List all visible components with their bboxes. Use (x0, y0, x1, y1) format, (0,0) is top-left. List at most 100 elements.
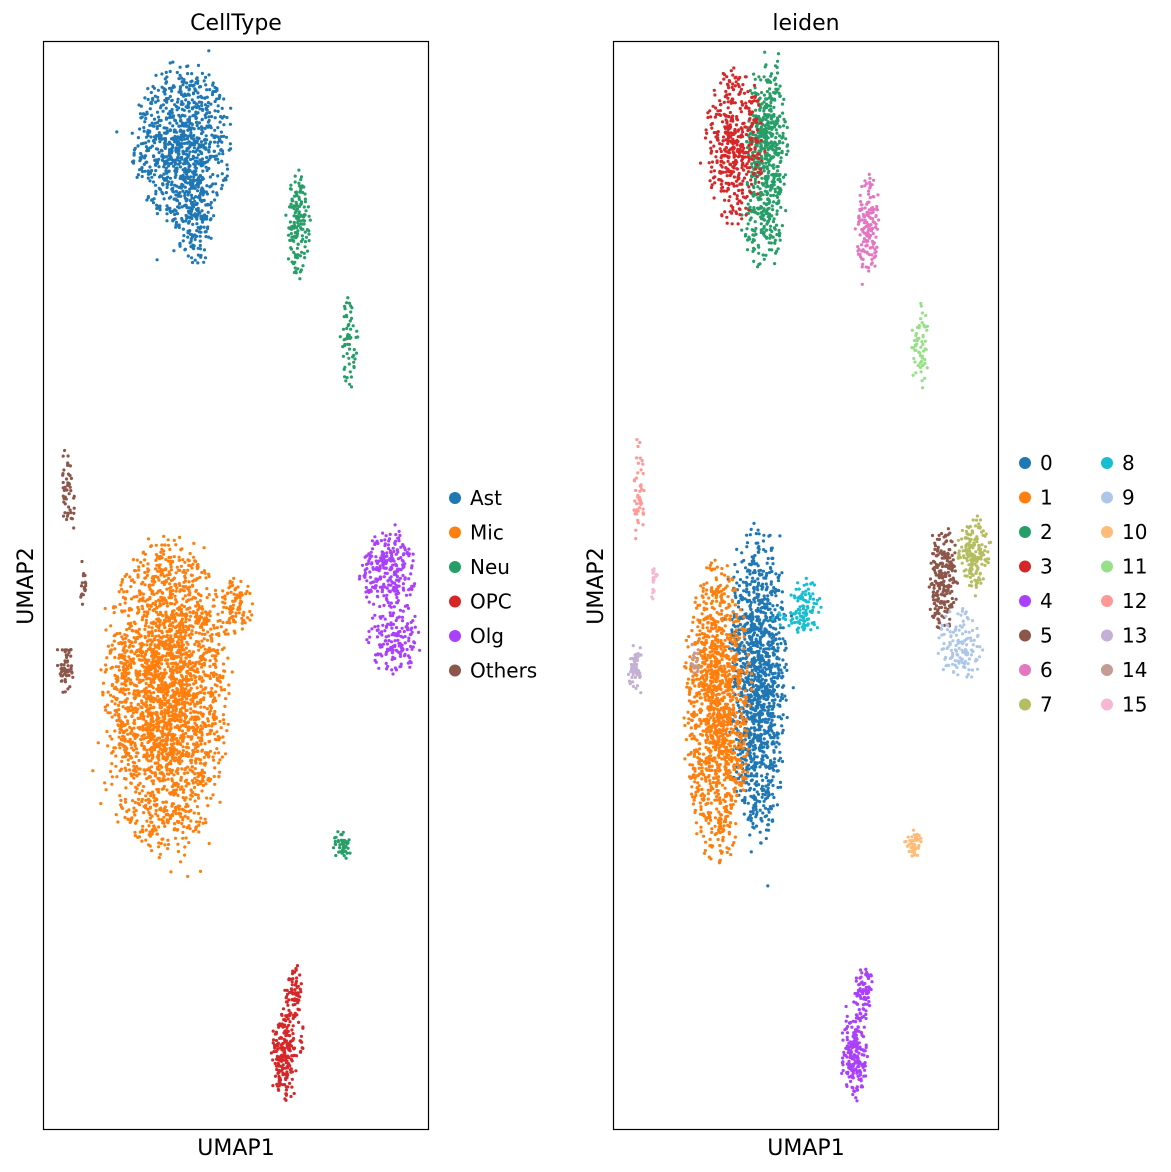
data-point (125, 589, 129, 594)
data-point (284, 1088, 288, 1092)
data-point (303, 245, 307, 249)
data-point (165, 768, 169, 772)
data-point (143, 652, 148, 656)
data-point (160, 699, 164, 703)
data-point (131, 629, 135, 633)
data-point (418, 648, 422, 652)
data-point (340, 833, 344, 837)
data-point (159, 656, 163, 660)
data-point (223, 597, 227, 601)
legend-label: Mic (470, 521, 504, 545)
data-point (165, 185, 169, 190)
data-point (177, 555, 181, 559)
data-point (220, 183, 224, 187)
data-point (70, 671, 74, 675)
data-point (190, 98, 194, 102)
data-point (211, 623, 216, 627)
data-point (374, 660, 378, 664)
data-point (168, 582, 172, 586)
data-point (65, 517, 69, 522)
data-point (145, 677, 149, 681)
data-point (170, 661, 174, 666)
data-point (194, 89, 198, 93)
data-point (139, 142, 143, 146)
data-point (212, 626, 216, 630)
data-point (130, 714, 134, 718)
data-point (188, 241, 192, 245)
data-point (373, 613, 377, 617)
data-point (120, 672, 124, 676)
data-point (173, 594, 177, 598)
data-point (222, 688, 227, 692)
data-point (184, 687, 188, 691)
data-point (146, 714, 150, 718)
data-point (184, 624, 188, 629)
data-point (119, 767, 123, 771)
data-point (199, 191, 203, 195)
data-point (199, 742, 203, 746)
data-point (132, 772, 136, 777)
data-point (143, 583, 147, 587)
data-point (202, 691, 206, 695)
data-point (219, 726, 223, 730)
data-point (403, 546, 407, 550)
data-point (354, 335, 358, 339)
data-point (147, 607, 152, 611)
data-point (213, 657, 217, 661)
data-point (280, 1048, 284, 1052)
data-point (401, 559, 405, 563)
data-point (193, 675, 197, 680)
data-point (241, 613, 245, 617)
data-point (185, 600, 189, 604)
data-point (152, 691, 156, 695)
data-point (65, 488, 69, 492)
data-point (55, 648, 60, 652)
data-point (146, 689, 150, 694)
legend-item: Mic (449, 521, 504, 545)
data-point (160, 149, 164, 153)
data-point (408, 593, 412, 597)
data-point (207, 593, 211, 597)
data-point (167, 140, 171, 144)
data-point (365, 638, 369, 642)
data-point (295, 976, 299, 980)
data-point (154, 553, 159, 557)
data-point (181, 584, 185, 589)
data-point (99, 801, 103, 806)
data-point (125, 728, 129, 732)
data-point (205, 88, 209, 92)
data-point (164, 812, 168, 817)
data-point (293, 180, 297, 184)
data-point (296, 994, 300, 998)
data-point (197, 615, 201, 620)
data-point (67, 650, 71, 655)
data-point (209, 728, 213, 733)
data-point (184, 203, 188, 208)
data-point (121, 705, 125, 709)
data-point (173, 618, 177, 622)
data-point (118, 746, 122, 750)
data-point (146, 797, 151, 802)
cluster-Others (55, 448, 88, 694)
data-point (208, 659, 212, 663)
data-point (411, 552, 415, 556)
data-point (289, 202, 293, 206)
data-point (155, 745, 159, 749)
data-point (163, 711, 167, 715)
data-point (298, 973, 302, 977)
data-point (141, 112, 145, 116)
data-point (185, 640, 189, 644)
data-point (175, 665, 179, 670)
data-point (202, 705, 207, 709)
data-point (180, 216, 184, 221)
data-point (149, 642, 153, 647)
data-point (118, 794, 122, 798)
data-point (194, 692, 198, 697)
data-point (146, 630, 150, 634)
data-point (393, 632, 397, 636)
data-point (392, 605, 396, 609)
data-point (206, 751, 210, 755)
data-point (68, 464, 72, 468)
data-point (170, 99, 174, 103)
